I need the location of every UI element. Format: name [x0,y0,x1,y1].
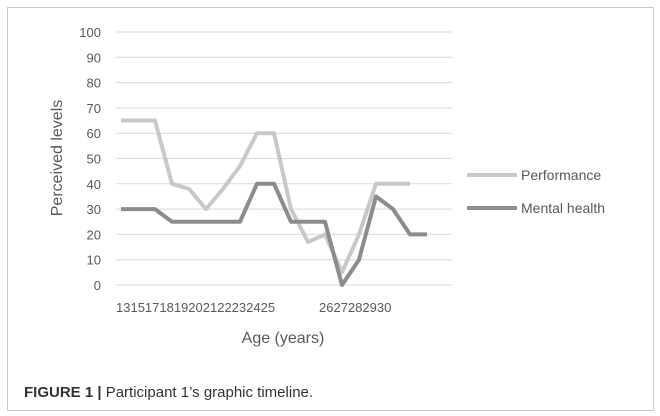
y-tick-label: 60 [87,126,101,141]
y-tick-label: 10 [87,253,101,268]
figure-frame [7,7,654,411]
legend-label: Mental health [521,200,605,216]
y-tick-label: 40 [87,177,101,192]
y-tick-label: 30 [87,202,101,217]
series-lines [121,118,427,287]
x-tick-label-group-1: 1315171819202122232425 [116,300,275,315]
caption-label: FIGURE 1 | [24,384,102,401]
y-axis-title: Perceived levels [49,100,66,217]
x-axis-title: Age (years) [242,330,325,347]
y-tick-label: 0 [94,278,101,293]
figure-caption: FIGURE 1 | Participant 1’s graphic timel… [24,384,313,401]
line-chart: 0 10 20 30 40 50 60 70 80 90 100 13151718192021222… [49,25,605,347]
y-tick-label: 50 [87,152,101,167]
series-line-mental-health [121,181,427,287]
caption-text: Participant 1’s graphic timeline. [101,384,314,401]
y-tick-label: 70 [87,101,101,116]
series-line-performance [121,118,410,275]
y-axis-ticks: 0 10 20 30 40 50 60 70 80 90 100 [79,25,101,293]
legend-label: Performance [521,167,601,183]
y-tick-label: 80 [87,76,101,91]
y-tick-label: 100 [79,25,101,40]
x-tick-label-group-2: 2627282930 [319,300,391,315]
y-tick-label: 20 [87,227,101,242]
legend: Performance Mental health [467,167,605,216]
y-tick-label: 90 [87,50,101,65]
